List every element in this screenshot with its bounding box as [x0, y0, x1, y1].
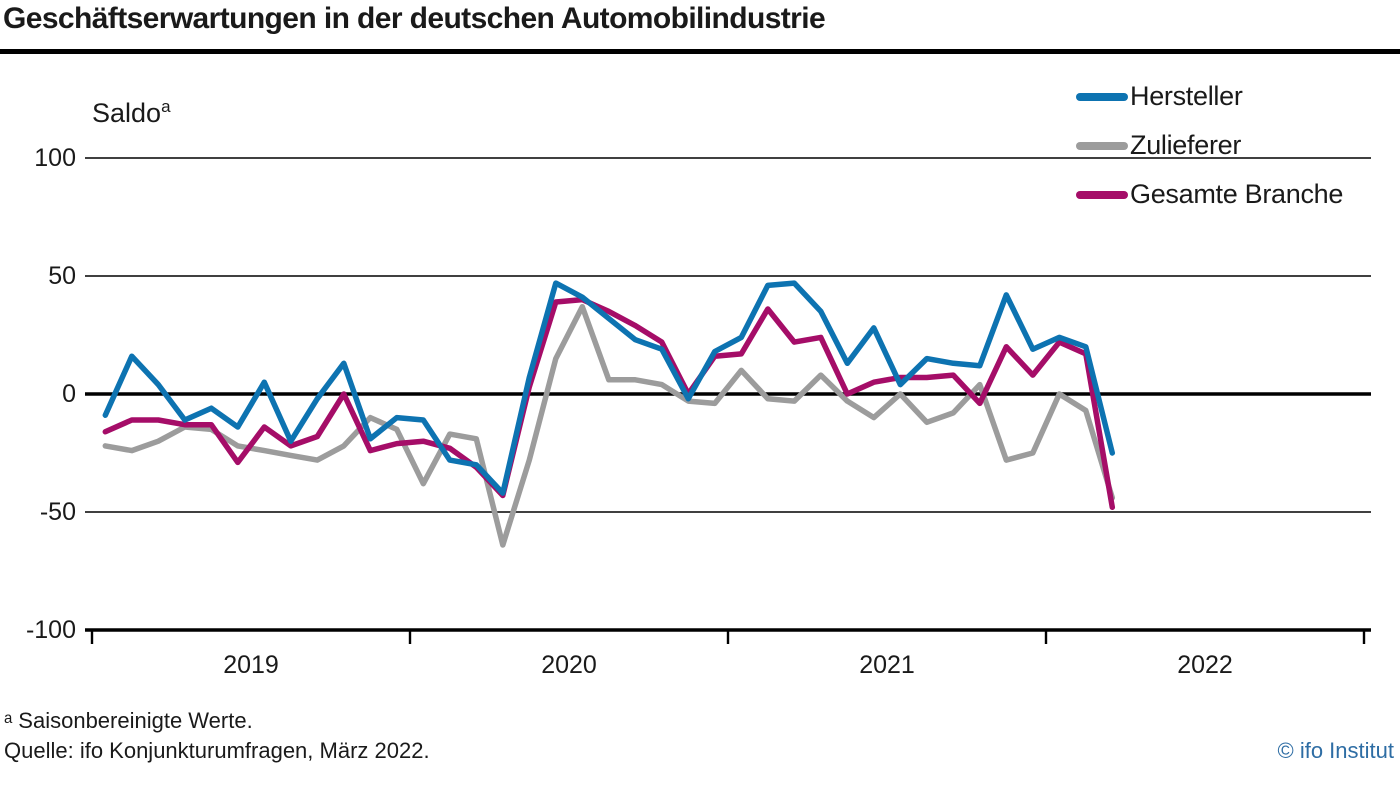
legend-item-hersteller: Hersteller — [1076, 72, 1343, 121]
copyright: © ifo Institut — [1277, 738, 1394, 763]
x-tick-label-2019: 2019 — [223, 651, 279, 679]
x-tick-label-2021: 2021 — [859, 651, 915, 679]
legend-line-swatch-blue — [1076, 92, 1128, 101]
y-tick-label-0: 0 — [62, 380, 76, 408]
series-line-hersteller — [102, 280, 1116, 496]
legend-label-gesamte-branche: Gesamte Branche — [1130, 179, 1344, 209]
y-axis-title-footnote-marker: a — [161, 97, 171, 116]
legend: Hersteller Zulieferer Gesamte Branche — [1076, 72, 1343, 219]
series-line-gesamte-branche — [102, 296, 1116, 511]
y-tick-label-50: 50 — [48, 262, 76, 290]
source-line: Quelle: ifo Konjunkturumfragen, März 202… — [4, 738, 430, 763]
chart-title: Geschäftserwartungen in der deutschen Au… — [3, 2, 826, 35]
legend-label-zulieferer: Zulieferer — [1130, 130, 1242, 160]
legend-line-swatch-magenta — [1076, 190, 1128, 199]
legend-item-gesamte-branche: Gesamte Branche — [1076, 170, 1343, 219]
x-tick-label-2022: 2022 — [1177, 651, 1233, 679]
legend-item-zulieferer: Zulieferer — [1076, 121, 1343, 170]
y-tick-label-neg50: -50 — [39, 498, 76, 526]
legend-label-hersteller: Hersteller — [1130, 81, 1243, 111]
x-tick-label-2020: 2020 — [541, 651, 597, 679]
y-tick-label-neg100: -100 — [25, 616, 76, 644]
y-tick-label-100: 100 — [34, 144, 76, 172]
title-rule — [0, 49, 1400, 54]
series-line-zulieferer — [102, 303, 1116, 548]
legend-line-swatch-gray — [1076, 141, 1128, 150]
footnote: ᵃ Saisonbereinigte Werte. — [4, 708, 253, 733]
y-axis-title: Saldoa — [92, 97, 171, 129]
y-axis-title-text: Saldo — [92, 98, 162, 128]
